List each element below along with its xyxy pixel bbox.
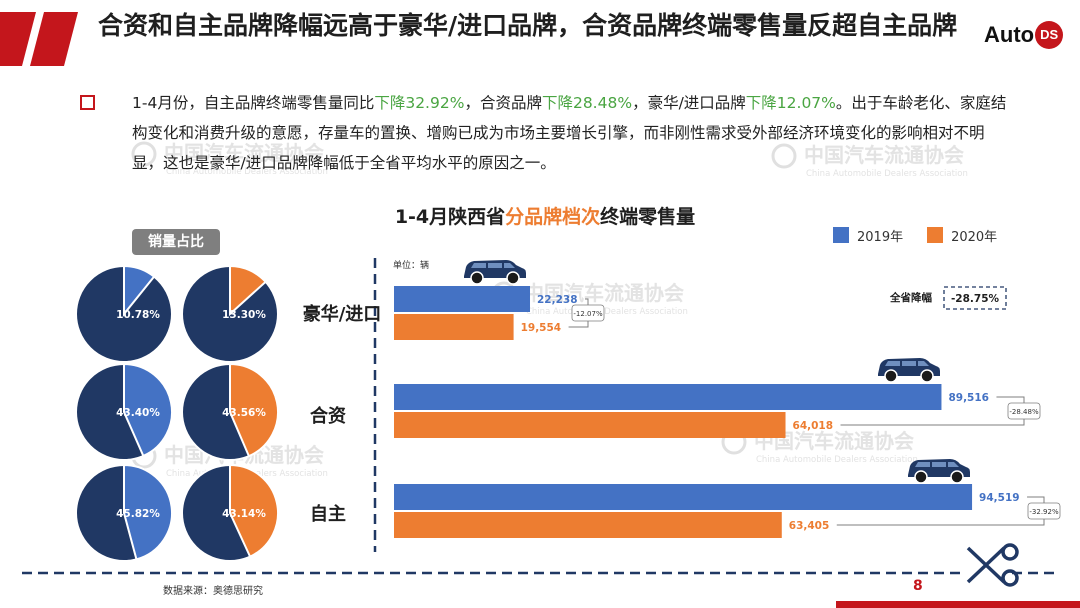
intro-change-own: 下降32.92% xyxy=(374,94,465,112)
bar-2019 xyxy=(394,484,973,510)
bar-2019 xyxy=(394,384,942,410)
intro-text-4: 。出于车龄老化、家庭结构变化和消费升级的意愿，存量车的置换、增购已成为市场主要增… xyxy=(132,94,1007,172)
intro-change-jv: 下降28.48% xyxy=(541,94,633,112)
pie-label: 10.78% xyxy=(116,309,160,321)
change-badge xyxy=(1027,502,1061,520)
overall-change-label: 全省降幅 xyxy=(889,291,932,304)
pie-label: 13.30% xyxy=(222,309,266,321)
share-label: 销量占比 xyxy=(132,229,220,255)
chart-legend: 2019年 2020年 xyxy=(833,225,1021,245)
car-icons xyxy=(464,260,970,484)
pie-chart: 13.30% xyxy=(181,264,279,363)
bar-value-label: 63,405 xyxy=(789,520,830,532)
bar-2020 xyxy=(394,412,786,438)
frame-lines xyxy=(22,258,1060,575)
bar-group: 单位：辆 22,238 19,554 -12.07% 89,516 64,018 -28.4… xyxy=(393,259,1061,538)
pie-slice-share xyxy=(229,463,279,558)
pie-chart: 43.40% xyxy=(75,362,173,461)
overall-change-box xyxy=(943,286,1007,310)
legend-item-2020: 2020年 xyxy=(927,226,997,245)
intro-text-1: 1-4月份，自主品牌终端零售量同比 xyxy=(132,94,375,112)
bar-2019 xyxy=(394,286,531,312)
pie-chart: 45.82% xyxy=(75,463,173,562)
change-label: -32.92% xyxy=(1029,508,1059,516)
legend-item-2019: 2019年 xyxy=(833,226,903,245)
bar-value-label: 64,018 xyxy=(793,420,834,432)
category-label-own: 自主 xyxy=(310,504,346,525)
pie-slice-share xyxy=(229,362,279,458)
intro-text-3: ，豪华/进口品牌 xyxy=(632,94,746,112)
legend-label-2020: 2020年 xyxy=(951,229,998,245)
data-source: 数据来源：奥德思研究 xyxy=(163,586,263,597)
svg-text:China Automobile Dealers Assoc: China Automobile Dealers Association xyxy=(166,167,328,177)
suv-car-icon xyxy=(464,260,526,285)
suv-car-icon xyxy=(908,459,970,484)
pie-slice-share xyxy=(123,463,173,561)
legend-swatch-2019 xyxy=(833,227,849,243)
legend-swatch-2020 xyxy=(927,227,944,243)
page-title: 合资和自主品牌降幅远高于豪华/进口品牌，合资品牌终端零售量反超自主品牌 xyxy=(98,11,958,40)
svg-text:China Automobile Dealers Assoc: China Automobile Dealers Association xyxy=(806,169,968,179)
intro-change-luxury: 下降12.07% xyxy=(745,94,836,112)
category-label-luxury: 豪华/进口 xyxy=(302,304,382,325)
chart-title-suffix: 终端零售量 xyxy=(600,206,696,228)
pie-group: 10.78% 43.40% 45.82% 13.30% 43.56% 43.14% xyxy=(75,264,279,562)
change-bracket: -32.92% xyxy=(836,496,1061,526)
bar-2020 xyxy=(394,512,782,538)
pie-label: 43.14% xyxy=(222,508,266,520)
change-label: -28.48% xyxy=(1009,408,1039,416)
autods-logo: Auto DS xyxy=(984,20,1064,50)
pie-chart: 43.14% xyxy=(181,463,279,562)
bar-2020 xyxy=(394,314,514,340)
scissors-icon xyxy=(966,543,1019,587)
change-label: -12.07% xyxy=(573,310,603,318)
suv-car-icon xyxy=(878,358,940,383)
change-bracket: -28.48% xyxy=(840,396,1041,426)
bar-value-label: 94,519 xyxy=(979,492,1020,504)
unit-label: 单位：辆 xyxy=(393,259,429,271)
pie-label: 45.82% xyxy=(116,508,160,520)
chart-title: 1-4月陕西省分品牌档次终端零售量 xyxy=(380,202,710,229)
pie-label: 43.56% xyxy=(222,407,266,419)
pie-chart: 43.56% xyxy=(181,362,279,461)
watermark: 中国汽车流通协会 China Automobile Dealers Associa… xyxy=(491,281,688,317)
svg-text:中国汽车流通协会: 中国汽车流通协会 xyxy=(804,143,964,167)
chart-title-prefix: 1-4月陕西省 xyxy=(394,206,506,228)
logo-badge: DS xyxy=(1035,21,1064,49)
header-stripes-icon xyxy=(0,12,78,66)
bar-value-label: 22,238 xyxy=(537,294,578,306)
intro-text-2: ，合资品牌 xyxy=(464,94,542,112)
watermark: 中国汽车流通协会 China Automobile Dealers Associa… xyxy=(131,141,328,177)
svg-text:China Automobile Dealers Assoc: China Automobile Dealers Association xyxy=(756,455,918,465)
category-label-jv: 合资 xyxy=(310,406,346,427)
pie-label: 43.40% xyxy=(116,407,160,419)
overall-change-value: -28.75% xyxy=(951,293,1000,305)
change-badge xyxy=(1007,402,1041,420)
bar-value-label: 19,554 xyxy=(521,322,562,334)
pie-slice-share xyxy=(229,264,268,317)
pie-slice-share xyxy=(123,264,156,317)
change-bracket: -12.07% xyxy=(568,298,605,328)
logo-text: Auto xyxy=(984,22,1035,47)
svg-text:中国汽车流通协会: 中国汽车流通协会 xyxy=(164,141,324,165)
page-number: 8 xyxy=(913,578,923,594)
bar-value-label: 89,516 xyxy=(948,392,989,404)
chart-title-highlight: 分品牌档次 xyxy=(505,206,601,228)
legend-label-2019: 2019年 xyxy=(857,229,904,245)
bullet-checkbox-icon xyxy=(80,95,95,110)
footer-accent-bar xyxy=(836,601,1080,608)
overall-change: 全省降幅 -28.75% xyxy=(889,286,1007,310)
intro-paragraph: 1-4月份，自主品牌终端零售量同比下降32.92%，合资品牌下降28.48%，豪… xyxy=(132,88,1012,178)
svg-text:China Automobile Dealers Assoc: China Automobile Dealers Association xyxy=(526,307,688,317)
pie-slice-share xyxy=(123,362,173,458)
svg-text:中国汽车流通协会: 中国汽车流通协会 xyxy=(524,281,684,305)
watermark: 中国汽车流通协会 China Automobile Dealers Associa… xyxy=(771,143,968,179)
change-badge xyxy=(571,304,605,322)
pie-chart: 10.78% xyxy=(75,264,173,363)
